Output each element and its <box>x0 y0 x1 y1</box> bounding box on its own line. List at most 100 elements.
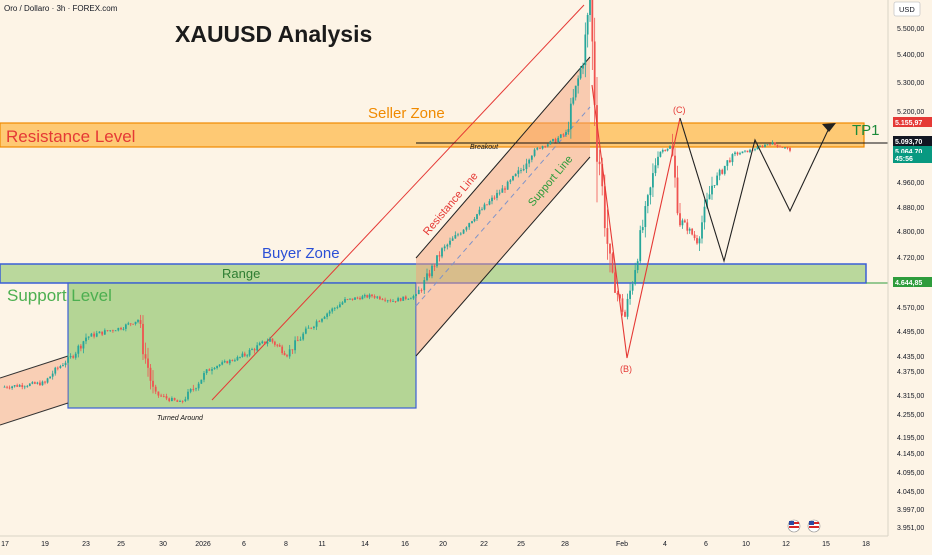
candle <box>195 387 197 392</box>
candle <box>16 383 19 388</box>
candle <box>228 358 231 366</box>
rising-channel <box>416 57 590 356</box>
candle <box>271 338 274 344</box>
candle <box>536 146 539 151</box>
candle <box>438 251 441 262</box>
candle <box>304 326 307 335</box>
us-flag-icon[interactable] <box>807 519 821 533</box>
candle <box>192 384 195 392</box>
candle <box>517 166 520 178</box>
candle <box>129 323 132 327</box>
candle <box>407 298 410 300</box>
candle <box>579 65 582 80</box>
candle <box>664 149 667 152</box>
us-flag-icon[interactable] <box>787 519 801 533</box>
candle <box>6 385 8 389</box>
page-title: XAUUSD Analysis <box>175 21 372 47</box>
candle <box>657 151 659 169</box>
candle <box>728 157 731 164</box>
candle <box>103 328 106 335</box>
candle <box>46 377 49 384</box>
candle <box>567 121 570 135</box>
x-tick-label: 6 <box>704 541 708 548</box>
candle <box>476 213 478 222</box>
candle <box>54 366 57 376</box>
candle <box>307 325 310 329</box>
price-axis[interactable]: 5.500,005.400,005.300,005.200,005.100,00… <box>887 0 932 536</box>
candle <box>509 178 512 185</box>
candle <box>127 321 130 326</box>
candle <box>486 204 488 206</box>
currency-button[interactable]: USD <box>899 5 915 14</box>
early-channel-bottom <box>0 402 69 426</box>
candle <box>23 385 26 390</box>
candle <box>436 255 438 268</box>
candle <box>736 151 739 156</box>
candle <box>746 150 749 153</box>
y-tick-label: 3.951,00 <box>897 525 924 532</box>
time-axis[interactable]: 17 19 23 25 30 2026 6 8 11 14 16 20 22 25 28 Feb 4 6 10 12 1… <box>0 535 932 550</box>
candle <box>496 189 498 201</box>
candle <box>574 85 577 101</box>
candle <box>381 298 384 301</box>
candle <box>124 323 127 332</box>
price-badge <box>893 153 932 163</box>
candle <box>698 236 701 251</box>
candle <box>488 198 491 206</box>
candle <box>530 154 533 163</box>
candle <box>288 344 291 359</box>
candle <box>41 380 44 386</box>
candle <box>661 148 664 154</box>
candle <box>239 356 241 359</box>
candle <box>216 365 218 370</box>
candle <box>98 331 101 334</box>
candle <box>528 158 531 168</box>
currency-button-bg[interactable] <box>893 1 921 17</box>
candle <box>234 358 236 363</box>
candle <box>446 243 449 250</box>
candle <box>514 173 517 177</box>
candle <box>341 301 344 306</box>
candle <box>256 342 259 352</box>
candle <box>253 347 256 354</box>
candle <box>8 385 11 390</box>
candle <box>62 362 64 367</box>
candle <box>184 396 187 403</box>
candle <box>598 149 601 176</box>
seller-zone-label: Seller Zone <box>368 105 445 122</box>
support-label: Support Level <box>7 286 112 305</box>
candle <box>354 296 356 300</box>
candle <box>281 344 284 355</box>
y-tick-label: 4.315,00 <box>897 393 924 400</box>
y-tick-label: 4.800,00 <box>897 229 924 236</box>
candle <box>726 160 729 171</box>
candle <box>331 307 334 314</box>
channel-top-line <box>415 56 591 259</box>
buyer-zone-label: Buyer Zone <box>262 245 340 262</box>
support-zone <box>67 282 417 409</box>
candle <box>713 184 716 189</box>
candle <box>165 393 168 401</box>
turned-around-label: Turned Around <box>157 415 204 422</box>
candle <box>674 148 676 188</box>
candle <box>397 296 400 302</box>
candle <box>744 150 746 153</box>
candle <box>716 172 719 186</box>
time-axis-bg <box>0 536 932 550</box>
candle <box>386 299 389 303</box>
candle <box>56 366 59 371</box>
candle <box>208 368 211 371</box>
candle <box>231 359 234 362</box>
candle <box>373 294 376 299</box>
candle <box>346 298 349 301</box>
candle <box>376 295 379 300</box>
x-tick-label: 22 <box>480 541 488 548</box>
candle <box>36 381 39 385</box>
candle <box>483 202 486 211</box>
candle <box>409 297 412 300</box>
candle <box>491 195 493 205</box>
candle <box>64 360 67 368</box>
candle <box>465 226 468 232</box>
